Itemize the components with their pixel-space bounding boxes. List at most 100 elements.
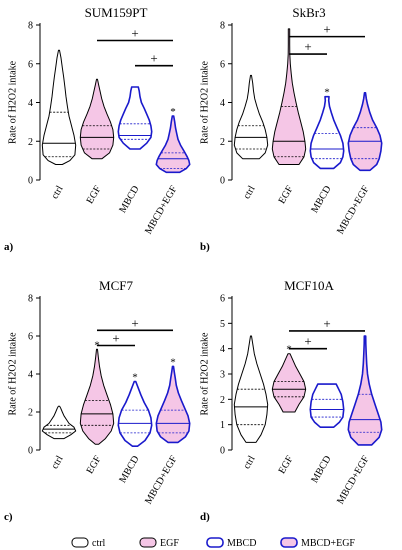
- violin-egf: *: [79, 339, 115, 445]
- y-tick-label: 6: [220, 59, 225, 70]
- y-tick-label: 0: [220, 446, 225, 457]
- x-tick-label: EGF: [277, 184, 296, 206]
- violin-mbcd: [117, 86, 153, 150]
- x-tick-label: MBCD+EGF: [143, 184, 180, 237]
- violin-mbcd-egf: *: [155, 356, 191, 444]
- panel-label: b): [200, 241, 210, 253]
- y-tick-label: 4: [220, 98, 225, 109]
- panel-1: SUM159PT a) Rate of H2O2 intake 0 2 4 6 8 ctrl EG…: [4, 5, 191, 253]
- violin-body: [155, 365, 191, 444]
- violin-ctrl: [233, 74, 269, 160]
- x-tick-label: EGF: [85, 454, 104, 476]
- y-axis-label: Rate of H2O2 intake: [8, 60, 19, 144]
- y-tick-label: 1: [220, 420, 225, 431]
- y-tick-label: 4: [220, 344, 225, 355]
- y-axis-label: Rate of H2O2 intake: [200, 60, 211, 144]
- violin-body: [117, 86, 153, 150]
- x-tick-label: EGF: [85, 184, 104, 206]
- legend-label-mbcd-egf: MBCD+EGF: [301, 538, 355, 549]
- violin-egf: [79, 78, 115, 160]
- violin-body: [271, 353, 307, 413]
- x-tick-label: ctrl: [49, 184, 65, 201]
- violin-body: [233, 74, 269, 160]
- x-tick-label: MBCD: [309, 454, 333, 485]
- legend-label-ctrl: ctrl: [92, 538, 106, 549]
- violin-body: [155, 115, 191, 174]
- violin-body: [41, 49, 77, 165]
- x-tick-label: MBCD: [309, 184, 333, 215]
- panel-2: SkBr3 b) Rate of H2O2 intake 0 2 4 6 8 ctrl EGF * M…: [200, 5, 383, 253]
- panel-title: SkBr3: [292, 5, 325, 20]
- violin-panels: SUM159PT a) Rate of H2O2 intake 0 2 4 6 8 ctrl EG…: [4, 5, 383, 523]
- comparison-label: +: [323, 22, 330, 37]
- y-tick-label: 2: [220, 137, 225, 148]
- x-tick-label: MBCD: [117, 454, 141, 485]
- y-tick-label: 2: [28, 408, 33, 419]
- y-tick-label: 5: [220, 319, 225, 330]
- legend-label-mbcd: MBCD: [227, 538, 256, 549]
- significance-star: *: [132, 372, 138, 384]
- x-tick-label: MBCD+EGF: [335, 454, 372, 507]
- comparison-label: +: [150, 51, 157, 66]
- x-tick-label: MBCD: [117, 184, 141, 215]
- panel-4: MCF10A d) Rate of H2O2 intake 0 1 2 3 4 5 6 ctrl * E…: [200, 278, 383, 523]
- y-axis-label: Rate of H2O2 intake: [200, 332, 211, 416]
- violin-ctrl: [41, 49, 77, 165]
- panel-label: d): [200, 511, 210, 523]
- y-tick-label: 3: [220, 370, 225, 381]
- y-tick-label: 0: [28, 446, 33, 457]
- y-tick-label: 6: [220, 294, 225, 305]
- y-tick-label: 8: [220, 21, 225, 32]
- y-axis-label: Rate of H2O2 intake: [8, 332, 19, 416]
- violin-body: [309, 95, 345, 170]
- y-tick-label: 2: [28, 137, 33, 148]
- legend-swatch-ctrl: [71, 537, 89, 548]
- violin-body: [233, 335, 269, 443]
- y-tick-label: 4: [28, 370, 33, 381]
- legend: ctrl EGF MBCD MBCD+EGF: [71, 537, 355, 549]
- legend-item-mbcd: MBCD: [206, 537, 256, 549]
- x-tick-label: MBCD+EGF: [335, 184, 372, 237]
- panel-title: MCF7: [99, 278, 133, 293]
- comparison-label: +: [112, 331, 119, 346]
- comparison-label: +: [304, 334, 311, 349]
- violin-mbcd-egf: [347, 335, 383, 446]
- significance-star: *: [324, 87, 330, 99]
- violin-mbcd: *: [309, 87, 345, 170]
- comparison-label: +: [323, 316, 330, 331]
- violin-ctrl: [41, 405, 77, 440]
- y-tick-label: 6: [28, 332, 33, 343]
- comparison-label: +: [304, 39, 311, 54]
- violin-egf: *: [271, 344, 307, 413]
- significance-star: *: [170, 106, 176, 118]
- violin-mbcd-egf: *: [155, 106, 191, 174]
- violin-body: [271, 28, 307, 165]
- violin-body: [41, 405, 77, 440]
- violin-body: [309, 383, 345, 428]
- y-tick-label: 6: [28, 59, 33, 70]
- significance-star: *: [170, 356, 176, 368]
- panel-title: SUM159PT: [85, 5, 148, 20]
- violin-egf: [271, 28, 307, 165]
- legend-swatch-mbcd-egf: [280, 537, 298, 548]
- violin-mbcd-egf: [347, 92, 383, 172]
- y-tick-label: 8: [28, 21, 33, 32]
- y-tick-label: 0: [220, 176, 225, 187]
- violin-body: [79, 348, 115, 445]
- comparison-label: +: [131, 315, 138, 330]
- y-tick-label: 0: [28, 176, 33, 187]
- violin-mbcd: [309, 383, 345, 428]
- legend-item-egf: EGF: [139, 537, 179, 549]
- y-tick-label: 8: [28, 294, 33, 305]
- violin-ctrl: [233, 335, 269, 443]
- panel-title: MCF10A: [284, 278, 334, 293]
- violin-body: [117, 380, 153, 447]
- panel-label: a): [4, 241, 14, 253]
- comparison-label: +: [131, 26, 138, 41]
- violin-body: [347, 335, 383, 446]
- legend-item-mbcd-egf: MBCD+EGF: [280, 537, 355, 549]
- legend-item-ctrl: ctrl: [71, 537, 106, 549]
- violin-body: [79, 78, 115, 160]
- x-tick-label: MBCD+EGF: [143, 454, 180, 507]
